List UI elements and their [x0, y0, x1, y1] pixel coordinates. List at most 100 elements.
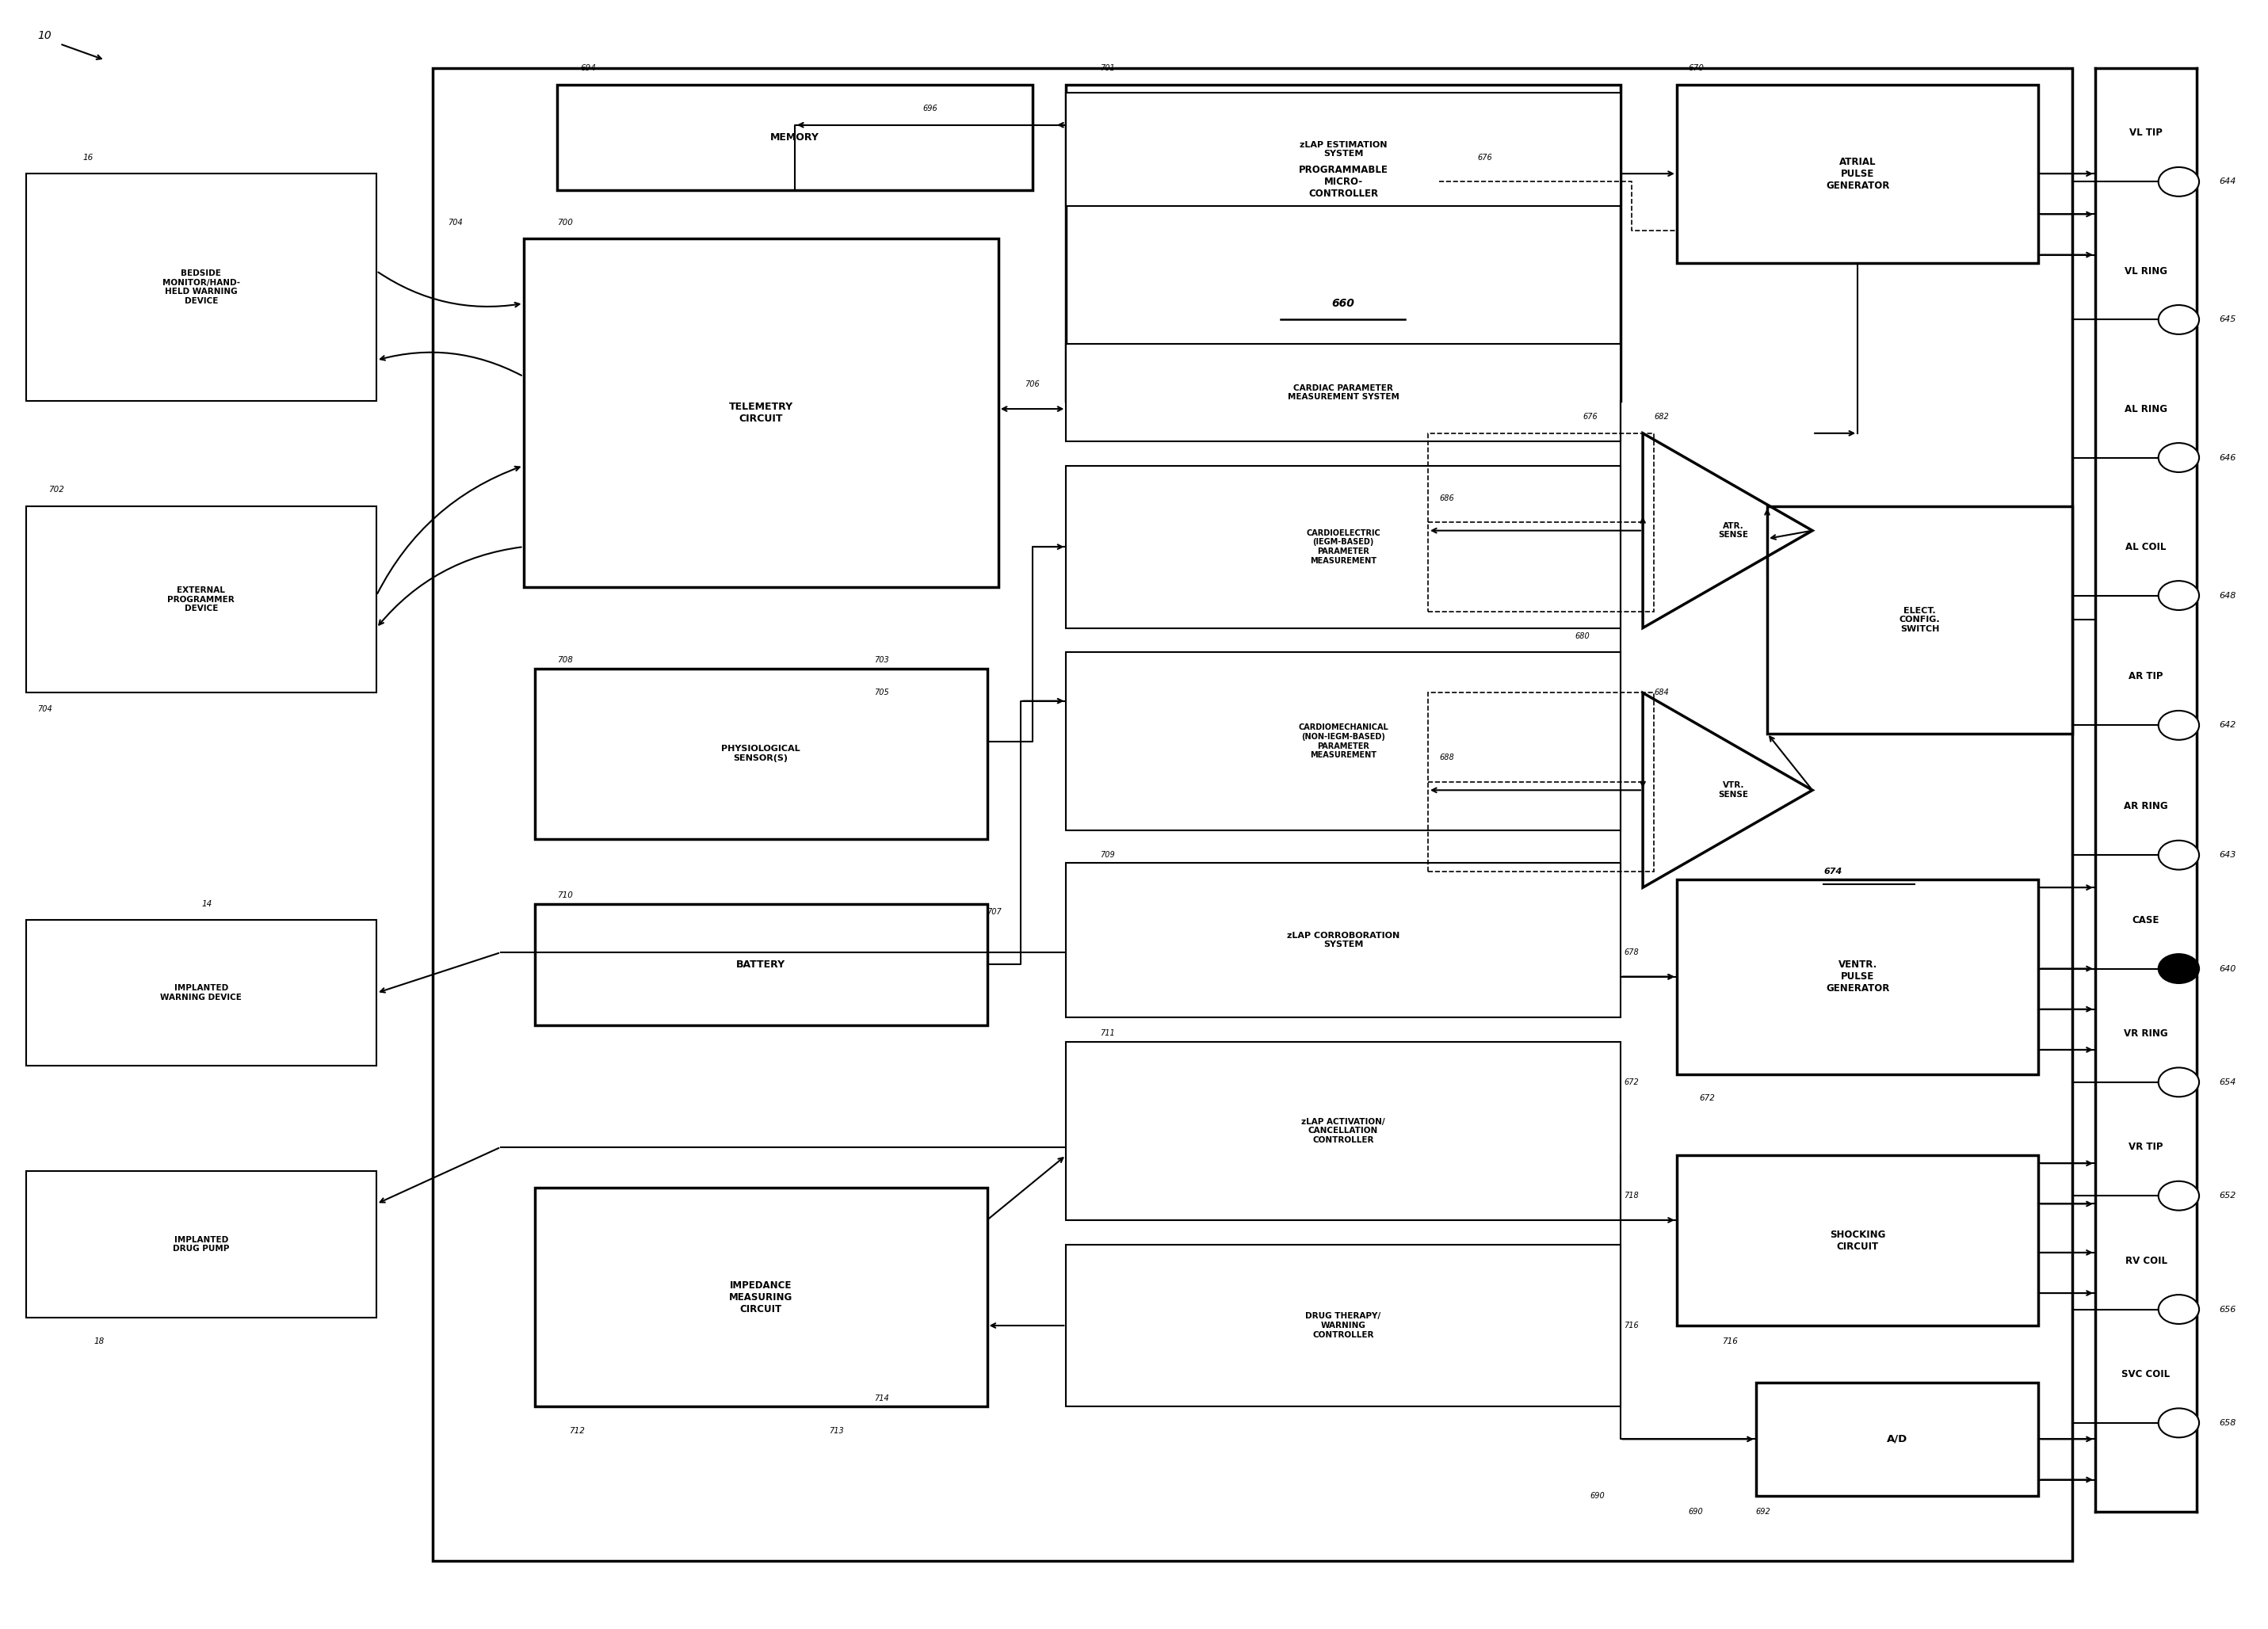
Text: AL COIL: AL COIL	[2125, 542, 2166, 552]
Text: 658: 658	[2220, 1419, 2236, 1427]
Text: CARDIAC PARAMETER
MEASUREMENT SYSTEM: CARDIAC PARAMETER MEASUREMENT SYSTEM	[1288, 384, 1399, 401]
Text: 704: 704	[36, 705, 52, 714]
Text: 716: 716	[1721, 1337, 1737, 1346]
Text: 709: 709	[1100, 850, 1116, 858]
Text: 645: 645	[2220, 316, 2236, 324]
Circle shape	[2159, 168, 2200, 197]
Text: 660: 660	[1331, 298, 1354, 310]
Text: 676: 676	[1476, 153, 1492, 161]
Text: 644: 644	[2220, 178, 2236, 186]
Bar	[1066, 85, 1619, 401]
Text: 652: 652	[2220, 1192, 2236, 1199]
Text: EXTERNAL
PROGRAMMER
DEVICE: EXTERNAL PROGRAMMER DEVICE	[168, 586, 236, 613]
Text: 690: 690	[1687, 1508, 1703, 1517]
Text: 642: 642	[2220, 722, 2236, 730]
Text: 714: 714	[873, 1394, 889, 1403]
Text: ELECT.
CONFIG.
SWITCH: ELECT. CONFIG. SWITCH	[1898, 606, 1941, 634]
Text: 690: 690	[1590, 1492, 1606, 1500]
Circle shape	[2159, 1295, 2200, 1324]
Bar	[1429, 692, 1653, 872]
Text: PROGRAMMABLE
MICRO-
CONTROLLER: PROGRAMMABLE MICRO- CONTROLLER	[1300, 165, 1388, 199]
Text: 713: 713	[828, 1427, 844, 1435]
Text: 640: 640	[2220, 964, 2236, 973]
Text: zLAP CORROBORATION
SYSTEM: zLAP CORROBORATION SYSTEM	[1286, 932, 1399, 948]
Bar	[524, 238, 998, 588]
Bar	[1066, 863, 1619, 1016]
Text: 684: 684	[1653, 689, 1669, 697]
Bar	[25, 920, 376, 1065]
Circle shape	[2159, 1409, 2200, 1437]
Text: SVC COIL: SVC COIL	[2123, 1368, 2170, 1380]
Text: 16: 16	[82, 153, 93, 161]
Text: 700: 700	[558, 218, 574, 226]
Circle shape	[2159, 1181, 2200, 1210]
Text: 712: 712	[569, 1427, 585, 1435]
Text: 670: 670	[1687, 64, 1703, 72]
Text: VR TIP: VR TIP	[2130, 1142, 2164, 1152]
Text: 708: 708	[558, 656, 574, 665]
Text: PHYSIOLOGICAL
SENSOR(S): PHYSIOLOGICAL SENSOR(S)	[721, 744, 801, 762]
Text: 686: 686	[1440, 494, 1454, 502]
Text: 688: 688	[1440, 754, 1454, 762]
Text: zLAP ESTIMATION
SYSTEM: zLAP ESTIMATION SYSTEM	[1300, 140, 1388, 158]
Bar	[25, 507, 376, 692]
Circle shape	[2159, 305, 2200, 334]
Text: AR RING: AR RING	[2123, 801, 2168, 811]
Text: 676: 676	[1583, 414, 1597, 420]
Text: 703: 703	[873, 656, 889, 665]
Text: 672: 672	[1699, 1095, 1715, 1103]
Circle shape	[2159, 1067, 2200, 1096]
Text: 646: 646	[2220, 453, 2236, 461]
Text: MEMORY: MEMORY	[771, 132, 819, 142]
Text: 707: 707	[987, 907, 1002, 915]
Bar	[1066, 1041, 1619, 1220]
Text: 702: 702	[48, 485, 64, 494]
Bar	[535, 1188, 987, 1407]
Bar	[1066, 466, 1619, 627]
Text: 694: 694	[581, 64, 596, 72]
Text: RV COIL: RV COIL	[2125, 1256, 2166, 1266]
Text: ATR.
SENSE: ATR. SENSE	[1719, 521, 1749, 539]
Circle shape	[2159, 443, 2200, 472]
Text: 718: 718	[1624, 1192, 1640, 1199]
Bar	[1755, 1383, 2039, 1495]
Bar	[535, 668, 987, 839]
Bar	[433, 68, 2073, 1561]
Bar	[1676, 880, 2039, 1074]
Text: AL RING: AL RING	[2125, 404, 2168, 414]
Circle shape	[2159, 582, 2200, 611]
Text: 654: 654	[2220, 1078, 2236, 1087]
Text: 680: 680	[1574, 632, 1590, 640]
Text: 716: 716	[1624, 1321, 1640, 1329]
Text: CASE: CASE	[2132, 915, 2159, 925]
Text: 643: 643	[2220, 850, 2236, 858]
Text: 696: 696	[923, 104, 939, 112]
Bar	[1676, 1155, 2039, 1326]
Text: BATTERY: BATTERY	[737, 959, 785, 969]
Bar	[25, 1171, 376, 1318]
Bar	[1066, 1245, 1619, 1407]
Circle shape	[2159, 955, 2200, 984]
Text: IMPEDANCE
MEASURING
CIRCUIT: IMPEDANCE MEASURING CIRCUIT	[728, 1280, 794, 1315]
Text: CARDIOELECTRIC
(IEGM-BASED)
PARAMETER
MEASUREMENT: CARDIOELECTRIC (IEGM-BASED) PARAMETER ME…	[1306, 529, 1381, 565]
Bar	[1429, 433, 1653, 613]
Bar	[1767, 507, 2073, 733]
Text: 682: 682	[1653, 414, 1669, 420]
Text: 10: 10	[36, 31, 52, 41]
Bar	[1066, 93, 1619, 207]
Text: 692: 692	[1755, 1508, 1771, 1517]
Text: IMPLANTED
DRUG PUMP: IMPLANTED DRUG PUMP	[172, 1236, 229, 1253]
Text: VR RING: VR RING	[2123, 1028, 2168, 1039]
Text: 674: 674	[1823, 867, 1842, 875]
Text: CARDIOMECHANICAL
(NON-IEGM-BASED)
PARAMETER
MEASUREMENT: CARDIOMECHANICAL (NON-IEGM-BASED) PARAME…	[1297, 723, 1388, 759]
Text: BEDSIDE
MONITOR/HAND-
HELD WARNING
DEVICE: BEDSIDE MONITOR/HAND- HELD WARNING DEVIC…	[163, 269, 240, 305]
Text: 704: 704	[449, 218, 463, 226]
Text: SHOCKING
CIRCUIT: SHOCKING CIRCUIT	[1830, 1230, 1885, 1251]
Text: 710: 710	[558, 891, 574, 899]
Text: 706: 706	[1025, 381, 1039, 389]
Text: IMPLANTED
WARNING DEVICE: IMPLANTED WARNING DEVICE	[161, 984, 243, 1002]
Bar	[25, 174, 376, 401]
Text: AR TIP: AR TIP	[2130, 671, 2164, 683]
Text: 18: 18	[93, 1337, 104, 1346]
Bar	[1066, 344, 1619, 441]
